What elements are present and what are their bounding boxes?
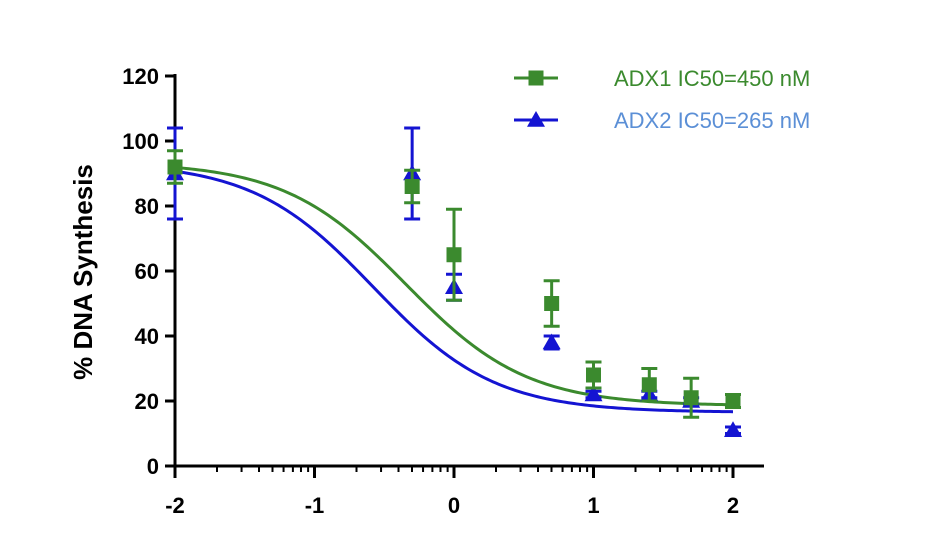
data-point [584, 385, 603, 402]
y-axis-title: % DNA Synthesis [68, 164, 98, 380]
data-point [724, 421, 742, 437]
y-tick-label: 0 [147, 454, 159, 479]
legend-entry: ADX1 IC50=450 nM [514, 66, 810, 91]
square-marker [544, 296, 560, 311]
y-tick-label: 80 [135, 194, 159, 219]
y-tick-label: 40 [135, 324, 159, 349]
square-marker [683, 390, 699, 406]
x-tick-label: 0 [448, 493, 460, 518]
triangle-marker [724, 421, 742, 437]
y-tick-label: 60 [135, 259, 159, 284]
data-points [166, 126, 742, 437]
legend-label: ADX1 IC50=450 nM [614, 66, 810, 91]
square-marker [167, 159, 183, 175]
legend: ADX1 IC50=450 nM ADX2 IC50=265 nM [514, 66, 810, 133]
triangle-marker [584, 385, 603, 402]
triangle-marker [527, 111, 545, 127]
square-marker [404, 179, 420, 194]
y-tick-label: 120 [122, 64, 159, 89]
square-marker [528, 70, 544, 86]
square-marker [641, 377, 657, 393]
legend-entry: ADX2 IC50=265 nM [514, 108, 810, 133]
triangle-marker [542, 333, 561, 350]
x-tick-label: 2 [727, 493, 739, 518]
data-point [683, 376, 700, 419]
y-tick-label: 100 [122, 129, 159, 154]
data-point [542, 333, 561, 351]
data-point [725, 393, 741, 409]
square-marker [725, 393, 741, 409]
data-point [585, 360, 602, 390]
data-point [167, 149, 183, 185]
square-marker [586, 367, 601, 383]
x-tick-label: -1 [305, 493, 325, 518]
fit-curve [174, 169, 734, 414]
fit-curve [174, 165, 734, 407]
legend-label: ADX2 IC50=265 nM [614, 108, 810, 133]
data-point [641, 367, 658, 403]
axes: 0 20 40 60 80 100 120 -2 -1 0 1 2 [122, 64, 764, 518]
x-tick-label: 1 [587, 493, 599, 518]
data-point [404, 168, 421, 205]
y-tick-label: 20 [135, 389, 159, 414]
fit-curves [174, 165, 734, 414]
data-point [446, 207, 462, 302]
data-point [543, 279, 560, 328]
x-tick-label: -2 [165, 493, 185, 518]
square-marker [446, 247, 462, 263]
